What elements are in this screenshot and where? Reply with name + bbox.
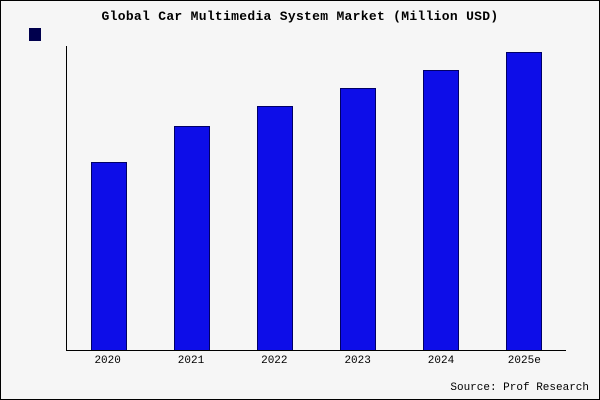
x-tick-2023: 2023 [344, 355, 371, 367]
bar-slot [317, 46, 400, 350]
x-tick-2022: 2022 [261, 355, 288, 367]
chart-title: Global Car Multimedia System Market (Mil… [101, 9, 499, 24]
bar-slot [233, 46, 316, 350]
legend-swatch [29, 28, 41, 41]
x-tick-2024: 2024 [427, 355, 455, 367]
bar-2023 [340, 87, 377, 350]
x-axis: 2020 2021 2022 2023 2024 2025e [66, 355, 566, 367]
x-tick-2020: 2020 [94, 355, 121, 367]
bar-slot [400, 46, 483, 350]
x-tick-2025e: 2025e [507, 355, 541, 367]
bar-2024 [423, 69, 460, 350]
bar-2022 [256, 105, 293, 350]
bar-slot [67, 46, 150, 350]
bar-slot [150, 46, 233, 350]
bar-2021 [173, 126, 210, 350]
bar-slot [483, 46, 566, 350]
bar-2020 [90, 162, 127, 350]
source-credit: Source: Prof Research [450, 382, 589, 394]
plot-area [66, 46, 566, 351]
bar-2025e [506, 51, 543, 350]
x-tick-2021: 2021 [177, 355, 205, 367]
